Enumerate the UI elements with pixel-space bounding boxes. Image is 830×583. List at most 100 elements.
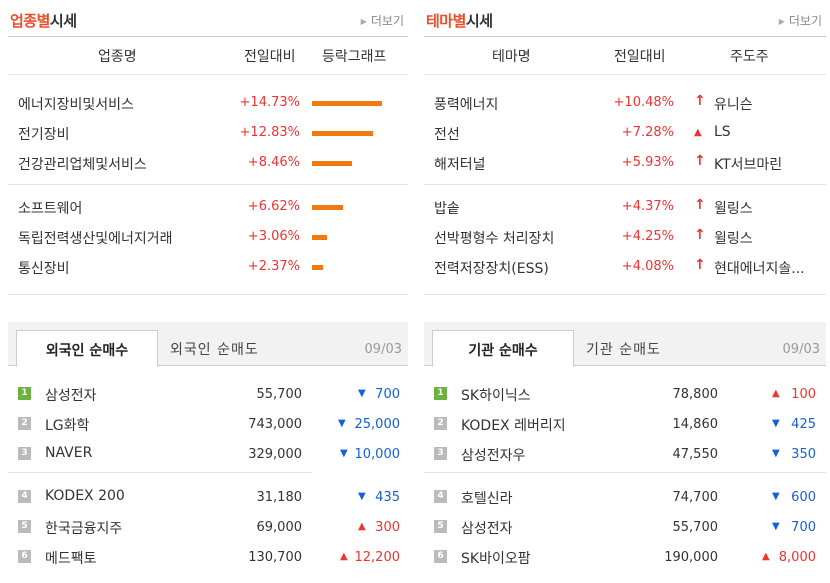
fall-triangle-icon: ▼ <box>338 418 346 429</box>
theme-row[interactable]: 전력저장장치(ESS) +4.08% ↑ 현대에너지솔... <box>424 256 826 278</box>
divider <box>424 472 826 473</box>
tab-institution-net-buy[interactable]: 기관 순매수 <box>432 330 574 367</box>
tab-institution-net-sell[interactable]: 기관 순매도 <box>586 342 661 358</box>
divider <box>8 294 408 295</box>
divider <box>8 184 408 185</box>
change-rate: +7.28% <box>621 125 674 140</box>
industry-name[interactable]: 전기장비 <box>18 127 70 143</box>
fall-triangle-icon: ▼ <box>772 491 780 502</box>
change-rate: +14.73% <box>239 95 300 110</box>
ranking-row[interactable]: 4 호텔신라 74,700 ▼ 600 <box>424 485 826 509</box>
price-change: 700 <box>375 387 400 402</box>
ranking-row[interactable]: 5 삼성전자 55,700 ▼ 700 <box>424 515 826 539</box>
ranking-row[interactable]: 6 메드팩토 130,700 ▲ 12,200 <box>8 545 408 569</box>
tab-foreign-net-sell[interactable]: 외국인 순매도 <box>170 342 259 358</box>
rank-badge: 1 <box>18 387 31 400</box>
stock-name-link[interactable]: 한국금융지주 <box>45 521 123 537</box>
stock-name-link[interactable]: 호텔신라 <box>461 491 513 507</box>
change-bar <box>312 265 323 270</box>
rise-triangle-icon: ▲ <box>762 551 770 562</box>
theme-name[interactable]: 풍력에너지 <box>434 97 499 113</box>
leader-stock-link[interactable]: 윌링스 <box>714 231 753 247</box>
industry-row[interactable]: 소프트웨어 +6.62% <box>8 196 408 218</box>
col-header-change: 전일대비 <box>244 49 296 65</box>
trade-date: 09/03 <box>782 342 820 357</box>
divider <box>8 74 408 75</box>
ranking-row[interactable]: 4 KODEX 200 31,180 ▼ 435 <box>8 485 408 509</box>
ranking-row[interactable]: 1 SK하이닉스 78,800 ▲ 100 <box>424 382 826 406</box>
theme-name[interactable]: 전선 <box>434 127 460 143</box>
divider <box>424 294 826 295</box>
theme-name[interactable]: 해저터널 <box>434 157 486 173</box>
col-header-change: 전일대비 <box>614 49 666 65</box>
ranking-row[interactable]: 3 NAVER 329,000 ▼ 10,000 <box>8 442 408 466</box>
play-icon: ▶ <box>778 17 785 26</box>
col-header-theme-name: 테마명 <box>492 49 531 65</box>
price-change: 425 <box>791 417 816 432</box>
stock-name-link[interactable]: LG화학 <box>45 418 90 434</box>
theme-name[interactable]: 밥솥 <box>434 201 460 217</box>
stock-name-link[interactable]: 삼성전자 <box>45 388 97 404</box>
rank-badge: 5 <box>18 520 31 533</box>
rise-triangle-icon: ▲ <box>694 127 702 138</box>
industry-row[interactable]: 에너지장비및서비스 +14.73% <box>8 92 408 114</box>
divider <box>424 184 826 185</box>
institution-trading-section: 기관 순매수 기관 순매도 09/03 1 SK하이닉스 78,800 ▲ 100 2 KO… <box>424 322 826 583</box>
stock-name-link[interactable]: 삼성전자우 <box>461 448 526 464</box>
industry-row[interactable]: 통신장비 +2.37% <box>8 256 408 278</box>
leader-stock-link[interactable]: KT서브마린 <box>714 157 783 173</box>
theme-name[interactable]: 선박평형수 처리장치 <box>434 231 555 247</box>
leader-stock-link[interactable]: 유니슨 <box>714 97 753 113</box>
change-rate: +4.37% <box>621 199 674 214</box>
price-change: 300 <box>375 520 400 535</box>
price-change: 435 <box>375 490 400 505</box>
stock-name-link[interactable]: KODEX 레버리지 <box>461 418 566 434</box>
industry-more-link[interactable]: ▶ 더보기 <box>360 14 404 28</box>
industry-name[interactable]: 에너지장비및서비스 <box>18 97 134 113</box>
theme-row[interactable]: 해저터널 +5.93% ↑ KT서브마린 <box>424 152 826 174</box>
ranking-row[interactable]: 3 삼성전자우 47,550 ▼ 350 <box>424 442 826 466</box>
change-rate: +4.08% <box>621 259 674 274</box>
price-change: 8,000 <box>778 550 816 565</box>
theme-more-link[interactable]: ▶ 더보기 <box>778 14 822 28</box>
theme-row[interactable]: 선박평형수 처리장치 +4.25% ↑ 윌링스 <box>424 226 826 248</box>
rise-triangle-icon: ▲ <box>358 521 366 532</box>
industry-name[interactable]: 소프트웨어 <box>18 201 83 217</box>
industry-name[interactable]: 건강관리업체및서비스 <box>18 157 147 173</box>
change-rate: +10.48% <box>613 95 674 110</box>
industry-name[interactable]: 통신장비 <box>18 261 70 277</box>
stock-name-link[interactable]: 삼성전자 <box>461 521 513 537</box>
tab-foreign-net-buy[interactable]: 외국인 순매수 <box>16 330 158 367</box>
ranking-row[interactable]: 2 KODEX 레버리지 14,860 ▼ 425 <box>424 412 826 436</box>
ranking-row[interactable]: 2 LG화학 743,000 ▼ 25,000 <box>8 412 408 436</box>
change-rate: +6.62% <box>247 199 300 214</box>
industry-row[interactable]: 전기장비 +12.83% <box>8 122 408 144</box>
stock-name-link[interactable]: 메드팩토 <box>45 551 97 567</box>
stock-name-link[interactable]: NAVER <box>45 445 93 461</box>
leader-stock-link[interactable]: LS <box>714 124 731 140</box>
change-rate: +4.25% <box>621 229 674 244</box>
theme-row[interactable]: 풍력에너지 +10.48% ↑ 유니슨 <box>424 92 826 114</box>
theme-row[interactable]: 전선 +7.28% ▲ LS <box>424 122 826 144</box>
stock-name-link[interactable]: SK하이닉스 <box>461 388 531 404</box>
change-bar <box>312 205 343 210</box>
industry-name[interactable]: 독립전력생산및에너지거래 <box>18 231 173 247</box>
leader-stock-link[interactable]: 윌링스 <box>714 201 753 217</box>
rank-badge: 2 <box>18 417 31 430</box>
rank-badge: 3 <box>434 447 447 460</box>
divider <box>424 36 826 37</box>
ranking-row[interactable]: 1 삼성전자 55,700 ▼ 700 <box>8 382 408 406</box>
leader-stock-link[interactable]: 현대에너지솔... <box>714 261 805 277</box>
ranking-row[interactable]: 6 SK바이오팜 190,000 ▲ 8,000 <box>424 545 826 569</box>
industry-row[interactable]: 독립전력생산및에너지거래 +3.06% <box>8 226 408 248</box>
theme-row[interactable]: 밥솥 +4.37% ↑ 윌링스 <box>424 196 826 218</box>
stock-price: 14,860 <box>672 417 719 432</box>
fall-triangle-icon: ▼ <box>358 491 366 502</box>
industry-row[interactable]: 건강관리업체및서비스 +8.46% <box>8 152 408 174</box>
price-change: 350 <box>791 447 816 462</box>
stock-name-link[interactable]: SK바이오팜 <box>461 551 531 567</box>
price-change: 600 <box>791 490 816 505</box>
theme-name[interactable]: 전력저장장치(ESS) <box>434 261 549 277</box>
stock-name-link[interactable]: KODEX 200 <box>45 488 125 504</box>
ranking-row[interactable]: 5 한국금융지주 69,000 ▲ 300 <box>8 515 408 539</box>
